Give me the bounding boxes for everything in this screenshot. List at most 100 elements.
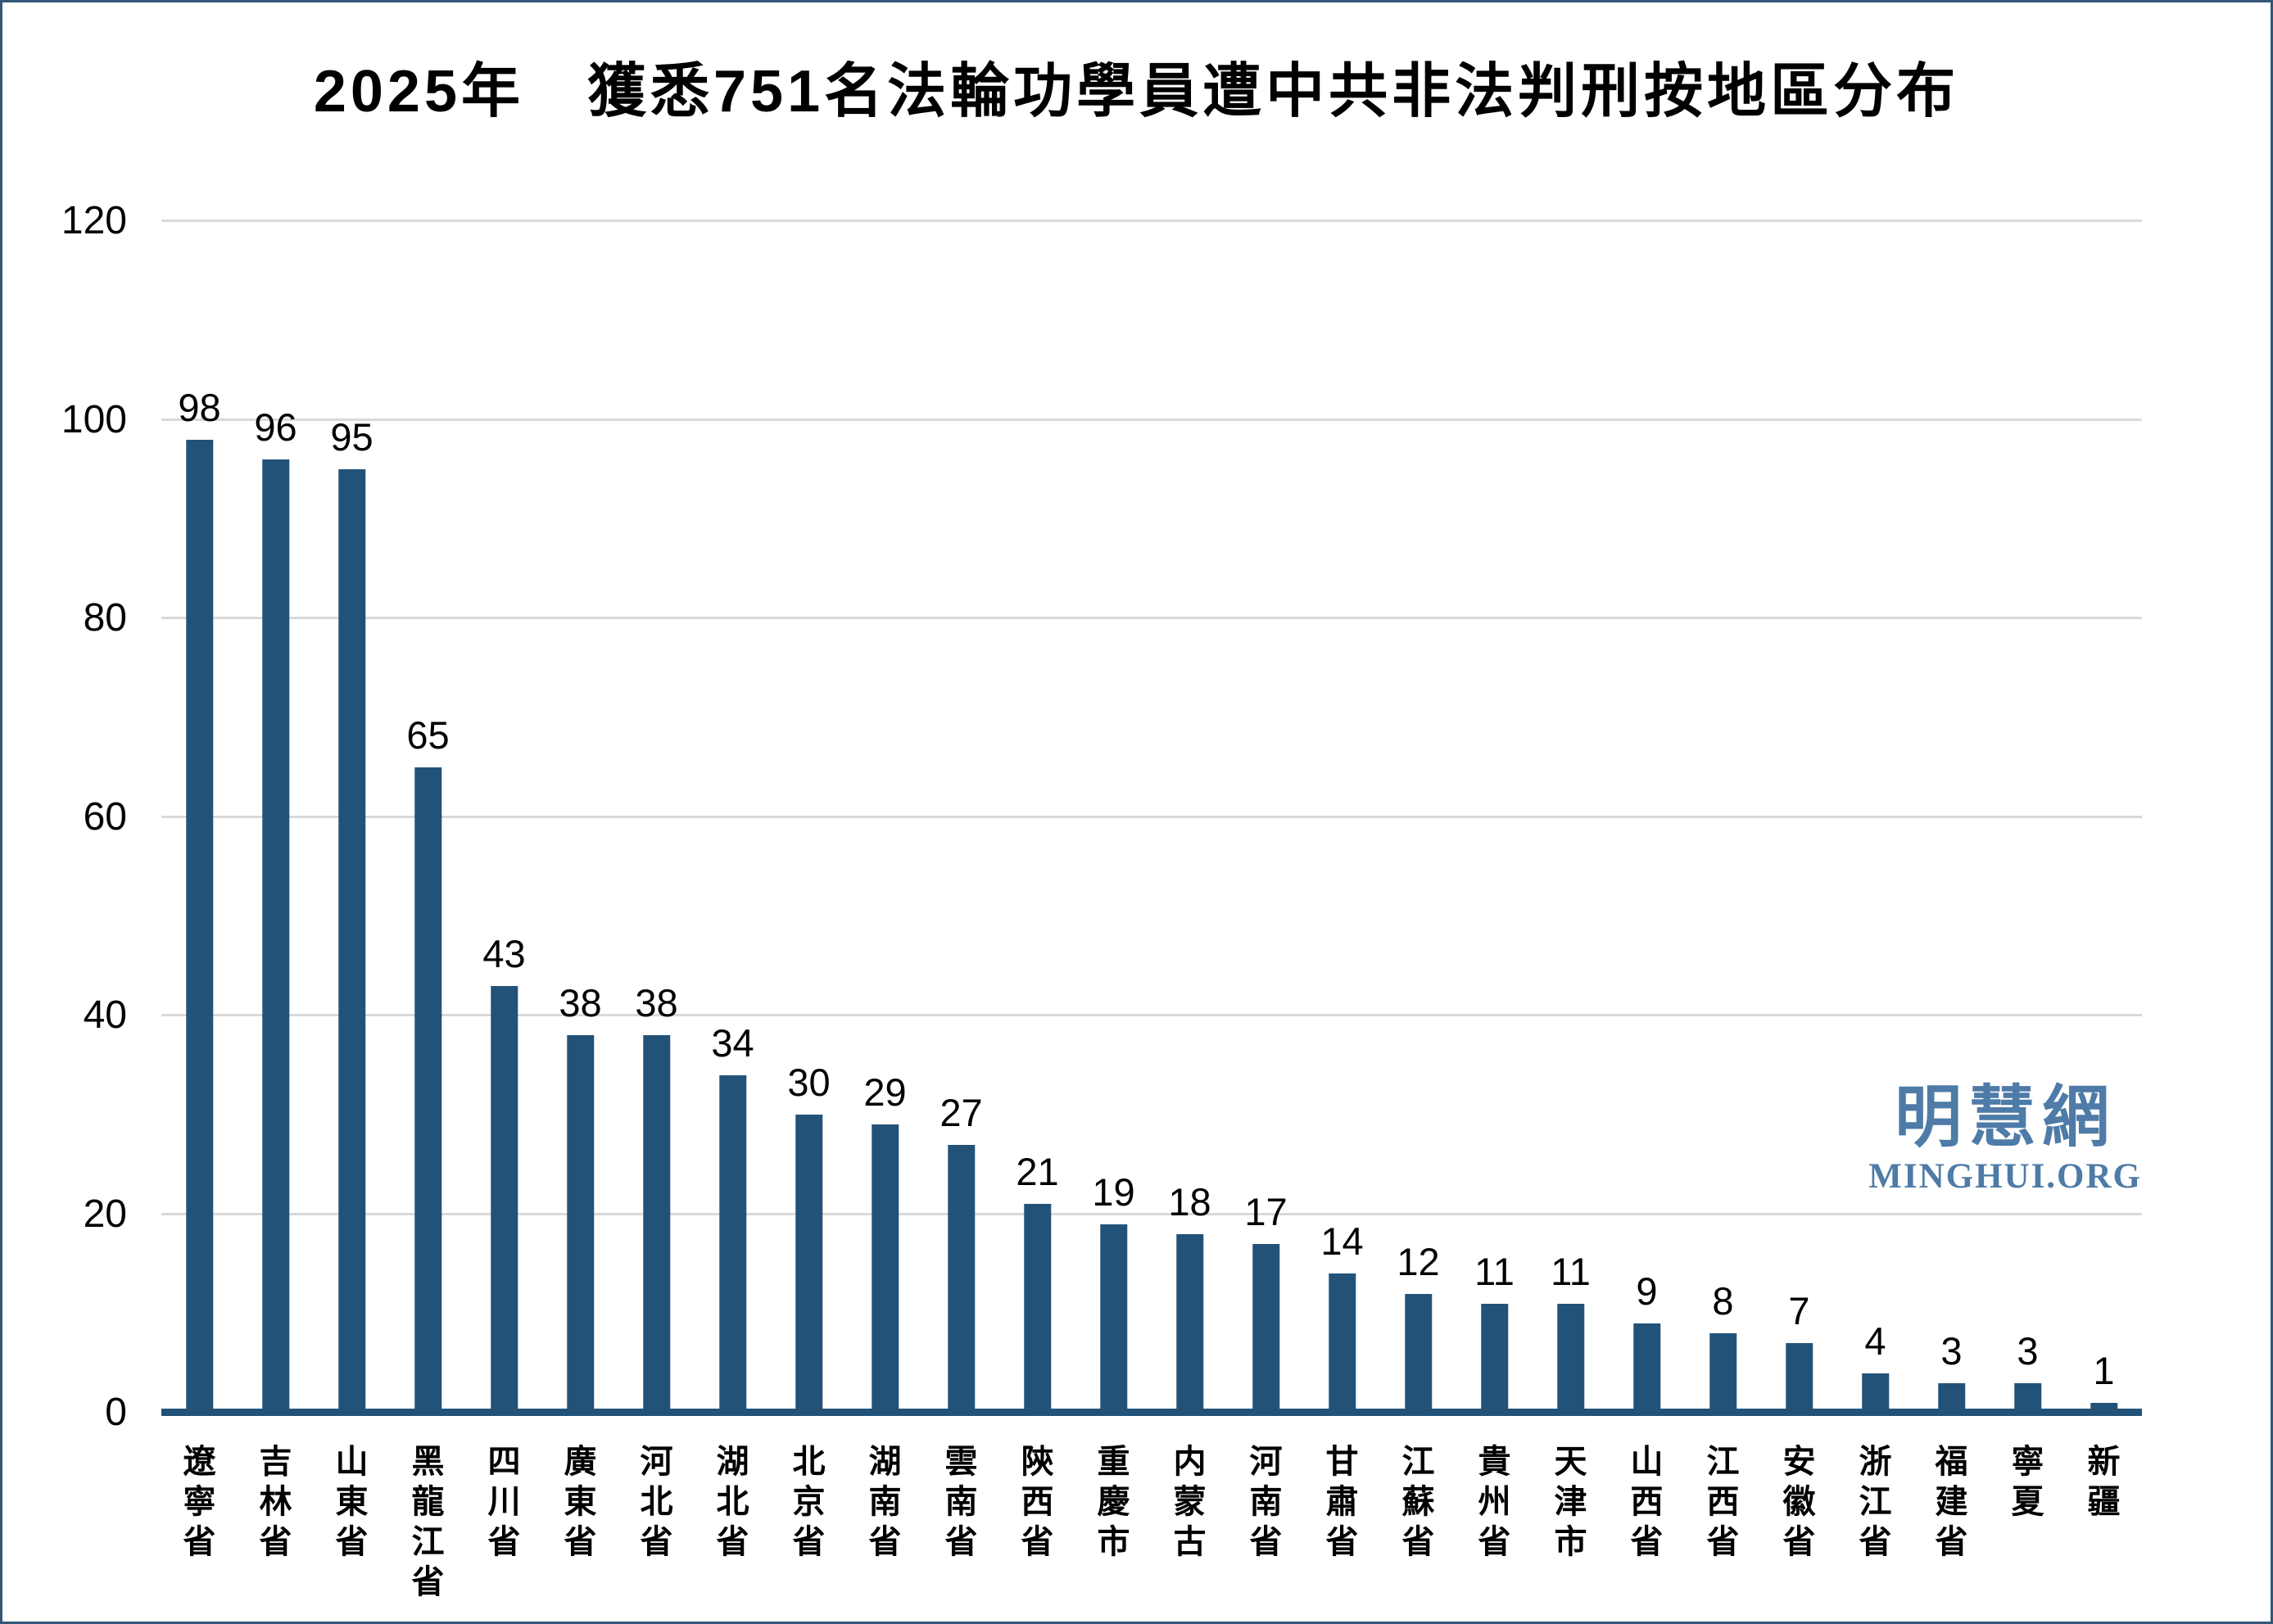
bar-slot: 38 河北省: [618, 221, 695, 1560]
bar: [1175, 1233, 1204, 1413]
gridline-120: [161, 219, 2142, 222]
bar: [1861, 1373, 1890, 1413]
bar-value-label: 3: [2017, 1328, 2039, 1373]
bar-category-label: 江蘇省: [1401, 1444, 1435, 1560]
bar-value-label: 7: [1788, 1289, 1810, 1333]
gridline-80: [161, 617, 2142, 620]
y-tick-label-40: 40: [83, 993, 127, 1037]
bar-category-label: 北京省: [792, 1444, 826, 1560]
bar-category-label: 安徽省: [1782, 1444, 1816, 1560]
bar-category-label: 重慶市: [1097, 1444, 1130, 1560]
bar: [1252, 1243, 1280, 1413]
bar-category-label: 河南省: [1249, 1444, 1283, 1560]
bar: [1480, 1303, 1509, 1413]
bar-slot: 11 貴州省: [1456, 221, 1533, 1560]
chart-title: 2025年 獲悉751名法輪功學員遭中共非法判刑按地區分布: [313, 59, 1960, 124]
y-tick-label-20: 20: [83, 1192, 127, 1236]
bar: [1785, 1343, 1813, 1413]
bar: [490, 985, 518, 1413]
bar-slot: 17 河南省: [1228, 221, 1304, 1560]
bar-value-label: 43: [482, 931, 526, 975]
bar-category-label: 四川省: [487, 1444, 521, 1560]
bar-slot: 96 吉林省: [238, 221, 314, 1560]
bar: [1404, 1293, 1433, 1413]
bar-value-label: 95: [330, 415, 374, 459]
bar: [1632, 1323, 1661, 1413]
bar-slot: 27 雲南省: [923, 221, 999, 1560]
bar-category-label: 寧夏: [2011, 1444, 2044, 1520]
bar: [2013, 1382, 2042, 1413]
bar-slot: 8 江西省: [1685, 221, 1761, 1560]
bar: [185, 439, 214, 1413]
bar-value-label: 30: [787, 1061, 831, 1105]
bar-value-label: 11: [1551, 1249, 1591, 1293]
bar-value-label: 27: [940, 1090, 983, 1134]
bar-value-label: 4: [1864, 1319, 1886, 1363]
bar-slot: 3 福建省: [1913, 221, 1990, 1560]
minghui-watermark: 明慧網 MINGHUI.ORG: [1868, 1082, 2142, 1197]
bar-value-label: 9: [1636, 1269, 1658, 1313]
gridline-100: [161, 418, 2142, 421]
minghui-logo-latin: MINGHUI.ORG: [1868, 1157, 2142, 1197]
bar-category-label: 貴州省: [1478, 1444, 1511, 1560]
bar-value-label: 29: [863, 1070, 907, 1115]
bar: [566, 1035, 595, 1413]
bar-slot: 1 新疆: [2066, 221, 2142, 1520]
bar: [1328, 1273, 1356, 1413]
bar-slot: 29 湖南省: [847, 221, 923, 1560]
y-tick-label-60: 60: [83, 794, 127, 839]
bar-slot: 14 甘肅省: [1304, 221, 1380, 1560]
bar-slot: 4 浙江省: [1837, 221, 1913, 1561]
bar-category-label: 甘肅省: [1325, 1444, 1359, 1560]
bar-value-label: 19: [1092, 1169, 1135, 1214]
bar-value-label: 98: [178, 385, 221, 429]
bar: [1709, 1333, 1737, 1413]
bar-slot: 38 廣東省: [542, 221, 618, 1560]
bar-category-label: 山西省: [1630, 1444, 1664, 1560]
bar-slot: 98 遼寧省: [161, 221, 238, 1560]
bar-category-label: 内蒙古: [1173, 1444, 1207, 1560]
bar-category-label: 山東省: [335, 1444, 369, 1560]
y-tick-label-120: 120: [61, 199, 127, 242]
bar-category-label: 陝西省: [1021, 1444, 1054, 1560]
bar-category-label: 福建省: [1935, 1444, 1968, 1560]
bar: [1556, 1303, 1585, 1413]
bar-value-label: 38: [635, 981, 678, 1025]
bar-slot: 21 陝西省: [999, 221, 1075, 1560]
bar: [1023, 1204, 1052, 1413]
bar-category-label: 江西省: [1706, 1444, 1740, 1560]
bar-value-label: 18: [1168, 1179, 1211, 1224]
bar: [718, 1074, 747, 1413]
bar-value-label: 21: [1016, 1150, 1059, 1194]
bar-slot: 9 山西省: [1609, 221, 1685, 1560]
bar: [947, 1144, 976, 1413]
bar-slot: 34 湖北省: [695, 221, 771, 1560]
bar-slot: 11 天津市: [1533, 221, 1609, 1560]
bar-slot: 7 安徽省: [1761, 221, 1837, 1560]
gridline-60: [161, 815, 2142, 818]
bar-slot: 3 寧夏: [1990, 221, 2066, 1520]
plot-area: 98 遼寧省 96 吉林省 95 山東省 65 黑龍江省 43 四川省 38 廣東省 38 河北省 34 湖北…: [161, 219, 2142, 1600]
bar-value-label: 34: [711, 1020, 754, 1065]
bar-slot: 95 山東省: [314, 221, 390, 1560]
bar-value-label: 17: [1244, 1189, 1288, 1233]
bar: [337, 469, 366, 1413]
bar-value-label: 65: [406, 712, 450, 757]
bar-value-label: 1: [2093, 1348, 2115, 1392]
bars-container: 98 遼寧省 96 吉林省 95 山東省 65 黑龍江省 43 四川省 38 廣東省 38 河北省 34 湖北…: [161, 221, 2142, 1600]
bar-category-label: 湖北省: [716, 1444, 749, 1560]
bar-category-label: 天津市: [1554, 1444, 1587, 1560]
bar-category-label: 河北省: [640, 1444, 673, 1560]
bar: [642, 1035, 671, 1413]
bar-category-label: 吉林省: [259, 1444, 292, 1560]
bar-slot: 43 四川省: [466, 221, 542, 1560]
bar: [261, 459, 290, 1413]
bar-slot: 30 北京省: [771, 221, 847, 1560]
y-tick-label-0: 0: [105, 1391, 127, 1434]
bar-category-label: 遼寧省: [183, 1444, 216, 1560]
bar-value-label: 8: [1712, 1279, 1734, 1323]
bar-value-label: 3: [1940, 1328, 1963, 1373]
bar-slot: 18 内蒙古: [1152, 221, 1228, 1560]
bar-category-label: 黑龍江省: [411, 1444, 445, 1600]
bar: [414, 767, 442, 1413]
